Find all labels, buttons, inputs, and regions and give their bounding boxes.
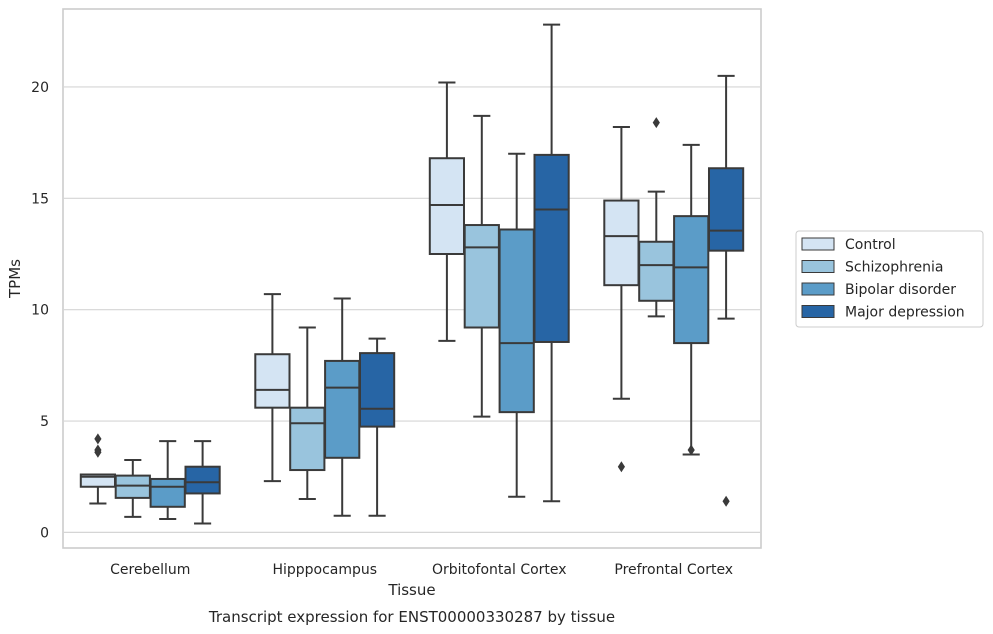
legend-swatch [801,237,835,251]
box-2-0 [428,81,466,342]
box-iqr [289,406,326,472]
y-tick-label: 5 [40,414,49,430]
box-iqr [603,199,640,287]
boxplots [79,23,745,525]
legend-swatch [801,260,835,273]
x-tick-label: Cerebellum [110,562,190,578]
outlier-point [617,461,625,473]
x-axis-ticks: Cerebellum Hipppocampus Orbitofontal Corte… [110,562,733,578]
legend-frame [795,230,984,328]
x-tick-label: Prefrontal Cortex [614,562,733,578]
outlier-point [652,117,660,129]
outlier-point [94,433,102,445]
box-3-3 [707,74,745,507]
legend-label: Schizophrenia [845,260,943,276]
box-0-0 [79,433,117,505]
y-tick-label: 0 [40,525,49,541]
y-tick-label: 10 [31,303,49,319]
outlier-point [94,446,102,458]
legend-swatch [801,282,835,296]
y-tick-label: 20 [31,80,49,96]
figure-caption: Transcript expression for ENST0000033028… [208,608,615,626]
legend-swatch [801,305,835,318]
box-0-3 [184,440,221,525]
box-3-1 [638,117,675,318]
box-iqr [114,474,151,499]
box-iqr [498,228,535,414]
x-axis-label: Tissue [387,581,435,599]
legend-label: Control [845,237,896,253]
box-iqr [533,153,570,343]
box-1-3 [358,337,396,517]
outlier-point [722,495,730,507]
legend-label: Major depression [845,305,965,321]
gridlines [63,86,761,534]
box-iqr [463,224,500,329]
box-iqr [428,157,466,256]
x-tick-label: Hipppocampus [272,562,377,578]
box-1-1 [289,326,326,500]
box-iqr [324,359,361,459]
box-iqr [638,240,675,302]
outlier-point [687,444,695,456]
box-3-2 [673,143,710,456]
box-2-3 [533,23,570,503]
box-iqr [149,477,186,508]
box-1-0 [254,293,291,483]
box-2-1 [463,114,500,418]
box-iqr [254,353,291,409]
y-axis-label: TPMs [6,259,24,299]
legend: Control Schizophrenia Bipolar disorder Majo… [795,230,984,328]
box-1-2 [324,297,361,517]
legend-label: Bipolar disorder [845,282,956,298]
y-axis-ticks: 0 5 10 15 20 [31,80,49,541]
box-iqr [184,465,221,495]
x-tick-label: Orbitofontal Cortex [432,562,567,578]
box-3-0 [603,126,640,473]
box-iqr [673,215,710,345]
y-tick-label: 15 [31,191,49,207]
box-iqr [707,167,745,252]
box-iqr [358,352,396,428]
